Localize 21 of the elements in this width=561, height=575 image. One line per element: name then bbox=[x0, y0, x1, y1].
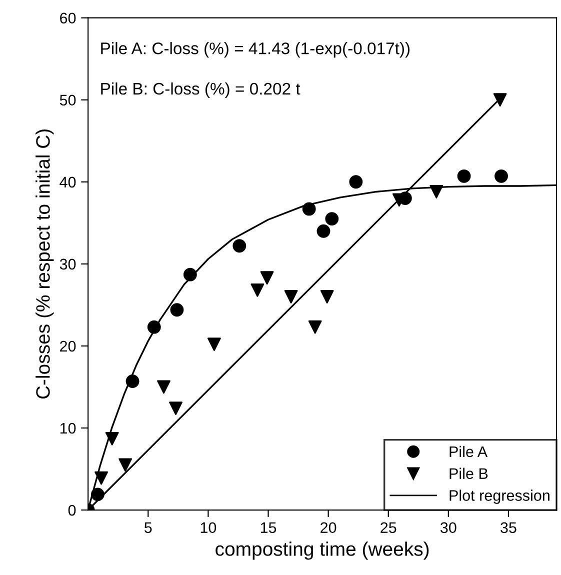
x-tick-label: 20 bbox=[320, 522, 336, 534]
y-axis-title: C-losses (% respect to initial C) bbox=[36, 130, 54, 399]
y-tick-label: 60 bbox=[60, 12, 76, 24]
x-tick-label: 35 bbox=[500, 522, 516, 534]
x-tick-label: 30 bbox=[440, 522, 456, 534]
y-tick-label: 0 bbox=[68, 504, 76, 516]
x-tick-label: 10 bbox=[200, 522, 216, 534]
annotation: Pile B: C-loss (%) = 0.202 t bbox=[101, 82, 300, 98]
y-tick-label: 30 bbox=[60, 258, 76, 270]
y-tick-label: 40 bbox=[60, 176, 76, 188]
legend-label: Pile B bbox=[450, 468, 488, 480]
y-tick-label: 50 bbox=[60, 94, 76, 106]
y-tick-label: 20 bbox=[60, 340, 76, 352]
legend-label: Plot regression bbox=[450, 490, 550, 504]
y-tick-label: 10 bbox=[60, 422, 76, 434]
x-tick-label: 25 bbox=[380, 522, 396, 534]
legend-label: Pile A bbox=[450, 446, 488, 458]
x-tick-label: 15 bbox=[260, 522, 276, 534]
annotation: Pile A: C-loss (%) = 41.43 (1-exp(-0.017t)) bbox=[101, 42, 410, 58]
x-tick-label: 5 bbox=[144, 522, 152, 534]
x-axis-title: composting time (weeks) bbox=[216, 542, 429, 560]
